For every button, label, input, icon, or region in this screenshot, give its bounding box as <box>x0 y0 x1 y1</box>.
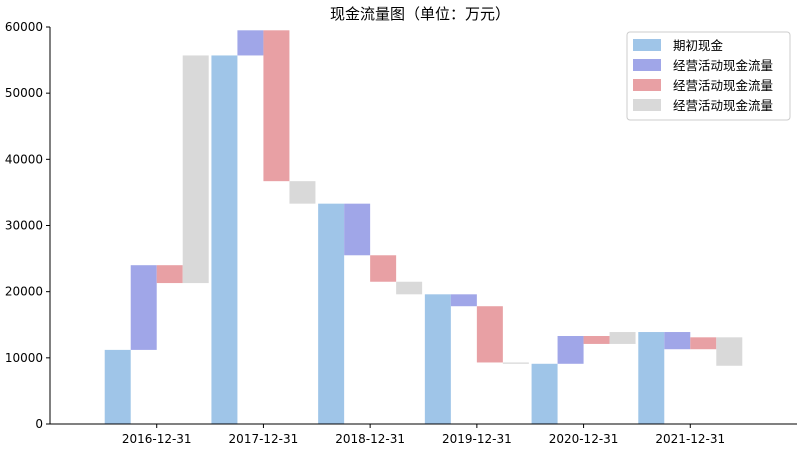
bar-2-2016-12-31 <box>130 265 157 350</box>
bar-3-2020-12-31 <box>583 335 610 344</box>
bar-2-2020-12-31 <box>557 335 584 364</box>
bars-layer <box>104 30 743 425</box>
bar-2-2019-12-31 <box>450 294 477 307</box>
x-tick-label: 2018-12-31 <box>335 432 405 446</box>
bar-1-2019-12-31 <box>424 294 451 424</box>
bar-4-2016-12-31 <box>182 55 209 284</box>
legend-swatch <box>633 99 661 111</box>
x-tick-label: 2021-12-31 <box>655 432 725 446</box>
bar-1-2016-12-31 <box>104 349 131 424</box>
bar-4-2017-12-31 <box>289 181 316 204</box>
y-tick-label: 50000 <box>5 86 43 100</box>
legend-swatch <box>633 39 661 51</box>
bar-4-2019-12-31 <box>502 362 529 364</box>
x-tick-label: 2017-12-31 <box>229 432 299 446</box>
legend-label: 期初现金 <box>673 38 724 53</box>
bar-1-2017-12-31 <box>211 55 238 425</box>
bar-3-2021-12-31 <box>690 337 717 350</box>
x-tick-label: 2020-12-31 <box>549 432 619 446</box>
bar-3-2016-12-31 <box>156 265 183 284</box>
legend-label: 经营活动现金流量 <box>673 78 773 93</box>
bar-4-2018-12-31 <box>396 281 423 295</box>
x-tick-label: 2019-12-31 <box>442 432 512 446</box>
bar-2-2017-12-31 <box>237 30 264 56</box>
legend-swatch <box>633 79 661 91</box>
x-tick-label: 2016-12-31 <box>122 432 192 446</box>
legend-box <box>626 31 791 121</box>
bar-1-2020-12-31 <box>531 363 558 424</box>
y-tick-label: 40000 <box>5 152 43 166</box>
y-tick-label: 10000 <box>5 351 43 365</box>
bar-4-2021-12-31 <box>716 337 743 366</box>
legend-label: 经营活动现金流量 <box>673 58 773 73</box>
bar-3-2017-12-31 <box>263 30 290 182</box>
bar-1-2021-12-31 <box>638 332 665 424</box>
axes-layer: 0 10000 20000 30000 40000 50000 60000 2016-12-3… <box>5 20 797 446</box>
bar-2-2021-12-31 <box>664 332 691 350</box>
bar-2-2018-12-31 <box>344 203 371 256</box>
legend-swatch <box>633 59 661 71</box>
bar-4-2020-12-31 <box>609 332 636 344</box>
y-tick-label: 20000 <box>5 285 43 299</box>
bar-1-2018-12-31 <box>318 203 345 424</box>
legend-label: 经营活动现金流量 <box>673 98 773 113</box>
y-tick-label: 0 <box>35 417 43 431</box>
chart-title: 现金流量图（单位：万元） <box>330 5 510 23</box>
y-tick-label: 30000 <box>5 219 43 233</box>
y-tick-label: 60000 <box>5 20 43 34</box>
bar-3-2019-12-31 <box>476 306 503 363</box>
bar-3-2018-12-31 <box>370 255 397 282</box>
